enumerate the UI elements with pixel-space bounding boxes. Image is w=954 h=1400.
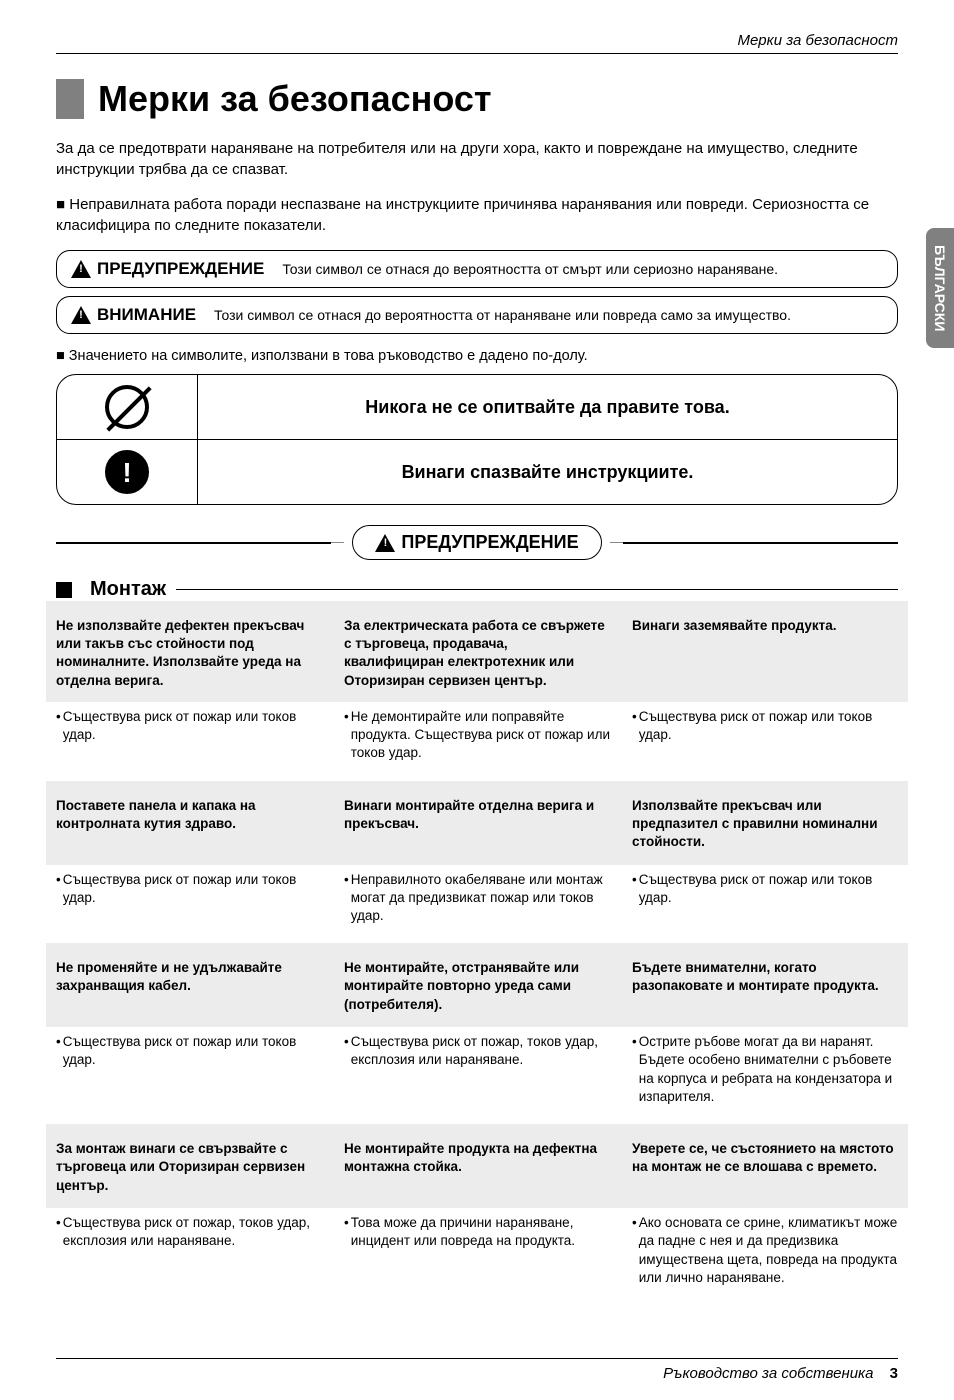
prohibition-icon [105,385,149,429]
intro-paragraph-1: За да се предотврати нараняване на потре… [56,138,898,180]
cell-heading: Уверете се, че състоянието на мястото на… [632,1140,898,1196]
body-row: Съществува риск от пожар или токов удар.… [56,1033,898,1120]
divider-line [176,589,898,590]
cell-body-text: Съществува риск от пожар или токов удар. [63,708,322,758]
title-bar [56,79,84,119]
page-number: 3 [890,1365,898,1382]
cell-body-text: Острите ръбове могат да ви наранят. Бъде… [639,1033,898,1106]
section-heading: Монтаж [90,578,166,601]
warning-description: Този символ се отнася до вероятността от… [282,261,778,277]
cell-body-text: Ако основата се срине, климатикът може д… [639,1214,898,1287]
heading-row: Не използвайте дефектен прекъсвач или та… [46,601,908,702]
warning-heading-text: ПРЕДУПРЕЖДЕНИЕ [401,532,578,553]
cell-heading: Бъдете внимателни, когато разопаковате и… [632,959,898,1015]
content-grid: Не използвайте дефектен прекъсвач или та… [56,601,898,1301]
cell-body-text: Съществува риск от пожар, токов удар, ек… [63,1214,322,1264]
mandatory-icon: ! [105,450,149,494]
title-row: Мерки за безопасност [56,78,898,120]
cell-heading: Не променяйте и не удължавайте захранващ… [56,959,322,1015]
cell-body-text: Неправилното окабеляване или монтаж мога… [351,871,610,926]
divider-line [331,542,345,543]
cell-body-text: Съществува риск от пожар или токов удар. [63,1033,322,1083]
divider-line [623,542,898,544]
warning-divider: ПРЕДУПРЕЖДЕНИЕ [56,525,898,560]
rule-never-text: Никога не се опитвайте да правите това. [198,387,897,428]
rule-always-row: ! Винаги спазвайте инструкциите. [57,439,897,504]
intro-paragraph-2: Неправилната работа поради неспазване на… [56,194,898,236]
page-title: Мерки за безопасност [98,78,492,120]
language-tab: БЪЛГАРСКИ [926,228,954,348]
warning-triangle-icon [71,260,91,278]
section-marker-icon [56,582,72,598]
divider-line [610,542,624,543]
attention-pill: ВНИМАНИЕ [71,305,196,325]
warning-triangle-icon [375,534,395,552]
rule-never-row: Никога не се опитвайте да правите това. [57,375,897,439]
meaning-note: Значението на символите, използвани в то… [56,348,898,364]
symbol-warning-row: ПРЕДУПРЕЖДЕНИЕ Този символ се отнася до … [56,250,898,288]
divider-line [56,542,331,544]
meaning-text: Значението на символите, използвани в то… [69,348,588,364]
cell-heading: Използвайте прекъсвач или предпазител с … [632,797,898,853]
footer-text: Ръководство за собственика [663,1365,873,1382]
cell-heading: Винаги монтирайте отделна верига и прекъ… [344,797,610,853]
rule-always-text: Винаги спазвайте инструкциите. [198,452,897,493]
rule-icon-cell: ! [57,440,198,504]
cell-body-text: Това може да причини нараняване, инциден… [351,1214,610,1264]
intro-text-2: Неправилната работа поради неспазване на… [56,196,869,234]
rules-table: Никога не се опитвайте да правите това. … [56,374,898,505]
page: БЪЛГАРСКИ Мерки за безопасност Мерки за … [0,0,954,1400]
body-row: Съществува риск от пожар или токов удар.… [56,708,898,777]
cell-heading: За монтаж винаги се свързвайте с търгове… [56,1140,322,1196]
section-heading-row: Монтаж [56,578,898,601]
cell-body-text: Съществува риск от пожар или токов удар. [63,871,322,921]
warning-label: ПРЕДУПРЕЖДЕНИЕ [97,259,264,279]
heading-row: Не променяйте и не удължавайте захранващ… [46,943,908,1027]
warning-heading-pill: ПРЕДУПРЕЖДЕНИЕ [352,525,601,560]
heading-row: За монтаж винаги се свързвайте с търгове… [46,1124,908,1208]
cell-body-text: Не демонтирайте или поправяйте продукта.… [351,708,610,763]
running-head: Мерки за безопасност [56,32,898,54]
warning-triangle-icon [71,306,91,324]
cell-heading: За електрическата работа се свържете с т… [344,617,610,690]
symbol-attention-row: ВНИМАНИЕ Този символ се отнася до вероят… [56,296,898,334]
cell-heading: Не монтирайте, отстранявайте или монтира… [344,959,610,1015]
cell-body-text: Съществува риск от пожар, токов удар, ек… [351,1033,610,1083]
body-row: Съществува риск от пожар или токов удар.… [56,871,898,940]
rule-icon-cell [57,375,198,439]
page-footer: Ръководство за собственика 3 [56,1358,898,1382]
heading-row: Поставете панела и капака на контролната… [46,781,908,865]
attention-label: ВНИМАНИЕ [97,305,196,325]
cell-heading: Винаги заземявайте продукта. [632,617,898,689]
cell-heading: Поставете панела и капака на контролната… [56,797,322,853]
cell-body-text: Съществува риск от пожар или токов удар. [639,871,898,921]
bullet-icon [56,348,69,364]
cell-body-text: Съществува риск от пожар или токов удар. [639,708,898,758]
cell-heading: Не използвайте дефектен прекъсвач или та… [56,617,322,690]
warning-pill: ПРЕДУПРЕЖДЕНИЕ [71,259,264,279]
body-row: Съществува риск от пожар, токов удар, ек… [56,1214,898,1301]
cell-heading: Не монтирайте продукта на дефектна монта… [344,1140,610,1196]
attention-description: Този символ се отнася до вероятността от… [214,307,791,323]
bullet-icon [56,196,69,213]
